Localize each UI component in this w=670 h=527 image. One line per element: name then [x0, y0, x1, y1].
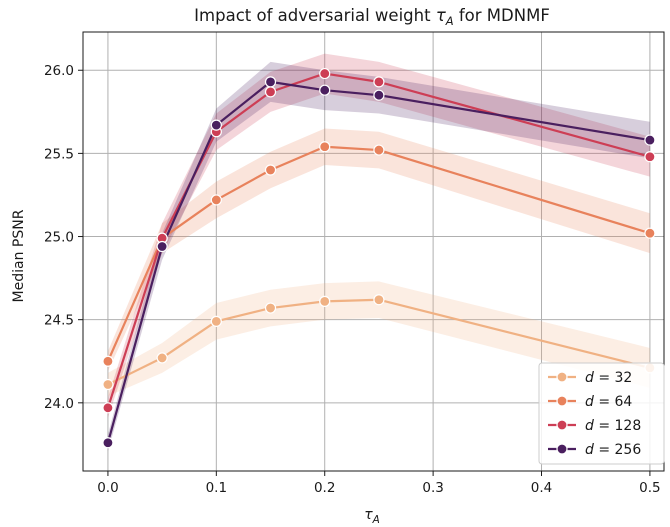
data-point: [644, 134, 656, 146]
data-point: [644, 151, 656, 163]
x-tick-label: 0.5: [639, 480, 660, 496]
data-point: [373, 144, 385, 156]
data-point: [319, 84, 331, 96]
x-tick-label: 0.3: [422, 480, 443, 496]
data-point: [644, 227, 656, 239]
data-point: [102, 355, 114, 367]
x-tick-label: 0.4: [531, 480, 552, 496]
y-axis-label: Median PSNR: [11, 209, 27, 302]
x-axis-label: τA: [364, 507, 380, 526]
y-tick-label: 24.0: [44, 396, 74, 412]
y-tick-label: 25.0: [44, 230, 74, 246]
legend-label-2: d = 128: [585, 418, 641, 434]
legend-marker-3: [556, 443, 568, 455]
data-point: [373, 89, 385, 101]
x-tick-label: 0.0: [97, 480, 118, 496]
data-point: [210, 194, 222, 206]
y-tick-label: 25.5: [44, 146, 74, 162]
x-tick-label: 0.1: [206, 480, 227, 496]
data-point: [373, 76, 385, 88]
data-point: [319, 295, 331, 307]
series-markers: [102, 67, 656, 449]
data-point: [210, 119, 222, 131]
legend-label-1: d = 64: [585, 394, 632, 410]
x-tick-label: 0.2: [314, 480, 335, 496]
data-point: [210, 315, 222, 327]
y-tick-label: 26.0: [44, 63, 74, 79]
data-point: [102, 437, 114, 449]
data-point: [156, 352, 168, 364]
grid-lines: [83, 32, 664, 471]
y-axis-ticks: 24.0 24.5 25.0 25.5 26.0: [44, 63, 83, 412]
confidence-bands: [107, 53, 650, 452]
data-point: [264, 302, 277, 314]
confidence-band-1: [107, 128, 650, 372]
y-tick-label: 24.5: [44, 313, 74, 329]
legend-label-3: d = 256: [585, 442, 641, 458]
x-axis-ticks: 0.0 0.1 0.2 0.3 0.4 0.5: [97, 471, 661, 496]
legend-marker-2: [556, 419, 568, 431]
data-point: [264, 86, 277, 98]
data-point: [264, 76, 277, 88]
legend-marker-0: [556, 371, 568, 383]
legend-label-0: d = 32: [585, 370, 632, 386]
legend-box: [538, 362, 665, 465]
chart-title: Impact of adversarial weight τA for MDNM…: [194, 6, 550, 28]
legend: d = 32 d = 64 d = 128 d = 256: [538, 362, 665, 465]
legend-marker-1: [556, 395, 568, 407]
data-point: [319, 141, 331, 153]
data-point: [264, 164, 277, 176]
data-point: [102, 378, 114, 391]
data-point: [102, 402, 114, 414]
confidence-band-0: [107, 281, 650, 397]
data-point: [156, 240, 168, 253]
data-point: [373, 294, 385, 306]
plot-frame: [82, 31, 665, 472]
data-point: [319, 67, 331, 80]
